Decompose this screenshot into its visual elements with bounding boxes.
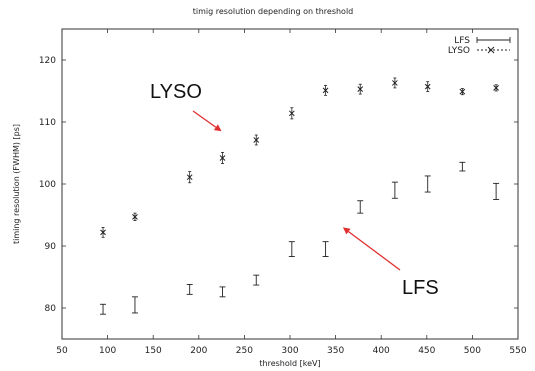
lyso-point — [357, 83, 364, 95]
lyso-marker-stroke-b — [132, 214, 138, 220]
y-tick-label: 90 — [45, 242, 57, 252]
x-tick-label: 500 — [464, 346, 481, 356]
lyso-point — [253, 134, 260, 146]
lyso-marker-stroke-b — [186, 174, 193, 181]
legend: LFS LYSO — [448, 36, 511, 56]
lfs-point — [424, 175, 431, 193]
lyso-marker-stroke-b — [219, 155, 226, 161]
lyso-point — [459, 88, 466, 96]
x-tick-label: 250 — [236, 346, 253, 356]
lfs-point — [322, 241, 329, 257]
lyso-point — [392, 77, 398, 89]
legend-marker-lfs — [476, 37, 511, 43]
lyso-marker-stroke-b — [459, 88, 466, 95]
x-axis-label: threshold [keV] — [259, 359, 320, 368]
series-lfs — [100, 161, 500, 315]
legend-label-lyso: LYSO — [448, 46, 470, 56]
lyso-marker-stroke-b — [100, 229, 106, 236]
legend-label-lfs: LFS — [454, 36, 470, 46]
y-tick-labels: 80 90 100 110 120 — [39, 56, 56, 314]
lfs-point — [253, 274, 260, 286]
lyso-marker-stroke-b — [288, 110, 295, 117]
plot-frame — [61, 28, 519, 340]
lfs-point — [493, 182, 500, 200]
lyso-point — [424, 81, 431, 93]
annotation-lfs-label: LFS — [402, 277, 439, 299]
lfs-point — [357, 200, 364, 214]
lyso-point — [288, 107, 295, 120]
lfs-point — [391, 181, 398, 199]
annotation-lyso-arrow — [192, 110, 217, 128]
y-tick-label: 100 — [39, 180, 56, 190]
lyso-marker-stroke-b — [357, 86, 364, 92]
x-tick-label: 550 — [509, 346, 526, 356]
y-tick-label: 80 — [45, 304, 57, 314]
y-axis-label: timing resolution (FWHM) [ps] — [12, 124, 21, 244]
annotation-lfs-arrowhead — [342, 227, 351, 235]
x-tick-label: 200 — [190, 346, 207, 356]
lyso-marker-stroke-b — [392, 80, 398, 86]
lyso-point — [186, 171, 193, 184]
x-tick-labels: 50 100 150 200 250 300 350 400 450 500 550 — [56, 346, 527, 356]
lfs-point — [100, 303, 107, 315]
x-tick-label: 150 — [145, 346, 162, 356]
y-tick-label: 110 — [39, 118, 56, 128]
lfs-point — [219, 286, 226, 298]
x-tick-label: 300 — [281, 346, 298, 356]
x-tick-label: 400 — [373, 346, 390, 356]
annotations: LYSO LFS — [150, 81, 439, 299]
lyso-marker-stroke-b — [493, 85, 499, 91]
lyso-marker-stroke-b — [322, 87, 329, 94]
axis-ticks — [61, 29, 519, 339]
lyso-point — [100, 226, 106, 238]
x-tick-label: 100 — [99, 346, 116, 356]
lyso-point — [322, 85, 329, 96]
x-tick-label: 50 — [56, 346, 68, 356]
lfs-point — [131, 296, 138, 314]
annotation-lyso-label: LYSO — [150, 81, 202, 103]
lfs-point — [186, 283, 193, 295]
legend-marker-lyso — [477, 46, 510, 54]
annotation-lfs-arrow — [348, 231, 401, 271]
lyso-point — [219, 151, 226, 164]
lyso-point — [132, 212, 138, 221]
x-tick-label: 350 — [327, 346, 344, 356]
chart-title: timig resolution depending on threshold — [193, 7, 354, 16]
y-tick-label: 120 — [39, 56, 56, 66]
x-tick-label: 450 — [418, 346, 435, 356]
lyso-marker-stroke-b — [253, 137, 260, 143]
annotation-lyso-arrowhead — [213, 124, 222, 132]
lyso-point — [493, 84, 499, 92]
lfs-point — [459, 161, 466, 172]
series-lyso — [100, 77, 499, 238]
lyso-marker-stroke-b — [424, 83, 431, 90]
lfs-point — [288, 241, 295, 257]
